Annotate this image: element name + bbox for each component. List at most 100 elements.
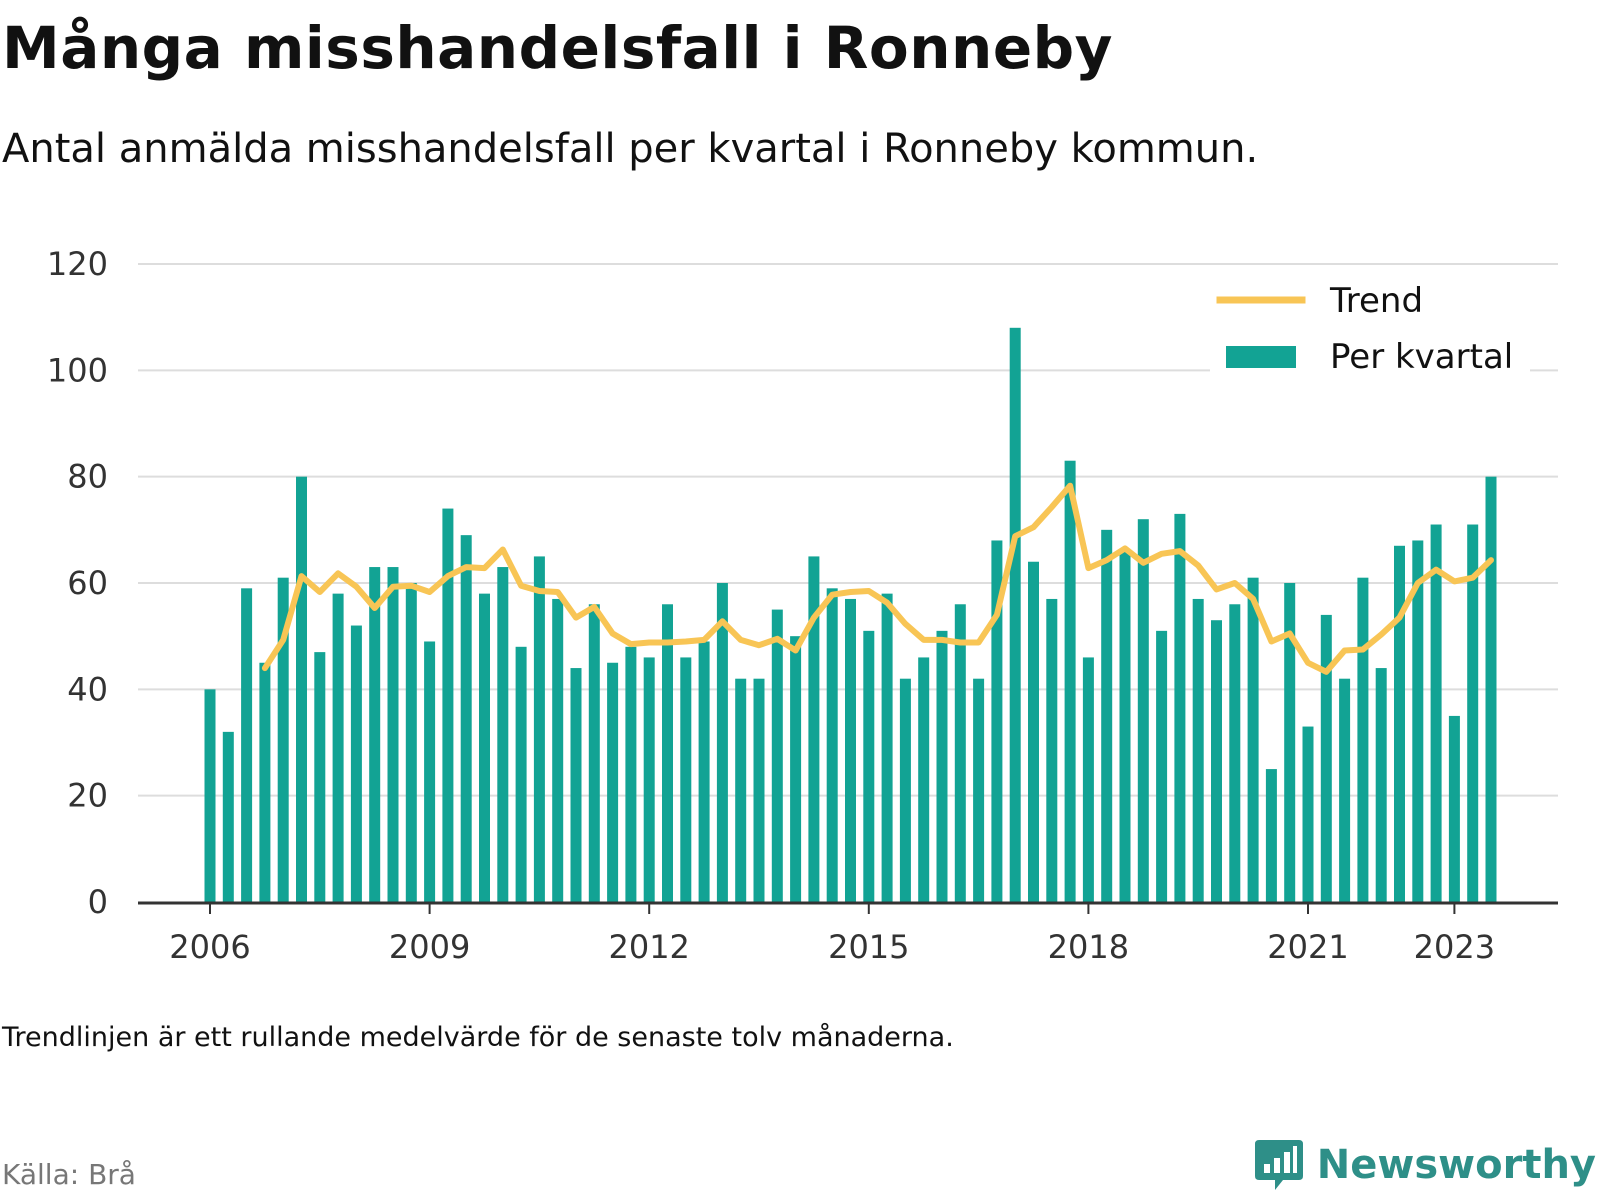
x-tick-label: 2009 bbox=[389, 928, 470, 966]
legend-bar-swatch bbox=[1226, 346, 1296, 368]
legend-trend-label: Trend bbox=[1329, 281, 1423, 321]
bar bbox=[1430, 524, 1442, 902]
bar bbox=[296, 476, 307, 902]
bar bbox=[1339, 678, 1351, 902]
bar bbox=[1137, 519, 1149, 902]
bar bbox=[607, 662, 619, 902]
bar bbox=[845, 598, 856, 902]
y-tick-label: 0 bbox=[88, 883, 108, 921]
bar bbox=[1265, 769, 1277, 902]
newsworthy-logo-icon bbox=[1254, 1140, 1303, 1190]
bar bbox=[881, 593, 893, 902]
bar bbox=[533, 556, 545, 902]
bar bbox=[1284, 583, 1296, 902]
bar-series bbox=[204, 327, 1497, 902]
x-tick-label: 2018 bbox=[1048, 928, 1129, 966]
bar bbox=[1156, 630, 1168, 902]
bar bbox=[735, 678, 747, 902]
y-tick-label: 40 bbox=[67, 670, 108, 708]
trend-line bbox=[261, 482, 1494, 675]
bar-line-chart: 0 20 40 60 80 100 120 2006 2009 2012 2015 2018 2021 2… bbox=[47, 245, 1558, 966]
bar bbox=[826, 588, 838, 902]
bar bbox=[1064, 460, 1076, 902]
bar bbox=[625, 646, 637, 902]
brand-logo: Newsworthy bbox=[1253, 1138, 1596, 1192]
bar bbox=[973, 678, 985, 902]
bar bbox=[662, 604, 673, 902]
bar bbox=[680, 657, 692, 902]
bar bbox=[1247, 577, 1259, 902]
legend-bar-label: Per kvartal bbox=[1330, 337, 1513, 377]
bar bbox=[424, 641, 436, 902]
bar bbox=[369, 567, 381, 902]
bar bbox=[570, 668, 582, 902]
bar bbox=[460, 535, 472, 902]
bar bbox=[497, 567, 509, 902]
bar bbox=[1211, 620, 1222, 902]
bar bbox=[387, 567, 399, 902]
bar bbox=[1357, 577, 1369, 902]
bar bbox=[716, 583, 728, 902]
bar bbox=[1375, 668, 1387, 902]
y-tick-label: 80 bbox=[67, 458, 108, 496]
bar bbox=[1046, 598, 1058, 902]
x-tick-label: 2012 bbox=[608, 928, 689, 966]
bar bbox=[332, 593, 344, 902]
bar bbox=[314, 652, 326, 902]
bar bbox=[1082, 657, 1094, 902]
chart-legend: Trend Per kvartal bbox=[1210, 270, 1530, 377]
x-tick-label: 2021 bbox=[1267, 928, 1348, 966]
bar bbox=[1302, 726, 1314, 902]
bar bbox=[771, 609, 783, 902]
bar bbox=[936, 630, 948, 902]
bar bbox=[515, 646, 527, 902]
brand-name: Newsworthy bbox=[1316, 1142, 1596, 1188]
axes: 0 20 40 60 80 100 120 2006 2009 2012 2015 2018 2021 2… bbox=[47, 245, 1558, 966]
chart-subtitle: Antal anmälda misshandelsfall per kvarta… bbox=[2, 126, 1259, 172]
bar bbox=[1192, 598, 1204, 902]
bar bbox=[588, 604, 600, 902]
bar bbox=[808, 556, 820, 902]
bar bbox=[204, 689, 216, 902]
bar bbox=[1320, 614, 1332, 902]
x-tick-label: 2023 bbox=[1414, 928, 1495, 966]
bar bbox=[479, 593, 490, 902]
trend-series bbox=[261, 482, 1494, 675]
bar bbox=[442, 508, 454, 902]
bar bbox=[918, 657, 930, 902]
y-tick-label: 60 bbox=[67, 564, 108, 602]
source-label: Källa: Brå bbox=[2, 1158, 136, 1191]
bar bbox=[222, 731, 234, 902]
bar bbox=[552, 598, 564, 902]
bar bbox=[790, 636, 802, 902]
bar bbox=[277, 577, 289, 902]
bar bbox=[954, 604, 966, 902]
bar bbox=[1394, 545, 1405, 902]
bar bbox=[1101, 529, 1113, 902]
bar bbox=[1229, 604, 1241, 902]
bar bbox=[643, 657, 655, 902]
bar bbox=[1412, 540, 1424, 902]
bar bbox=[1467, 524, 1479, 902]
chart-title: Många misshandelsfall i Ronneby bbox=[2, 14, 1113, 82]
bar bbox=[1174, 513, 1186, 902]
bar bbox=[1485, 476, 1497, 902]
x-tick-label: 2015 bbox=[828, 928, 909, 966]
bar bbox=[259, 662, 271, 902]
bar bbox=[899, 678, 911, 902]
x-tick-label: 2006 bbox=[169, 928, 250, 966]
bar bbox=[1448, 715, 1460, 902]
y-tick-label: 20 bbox=[67, 777, 108, 815]
bar bbox=[991, 540, 1003, 902]
y-tick-label: 100 bbox=[47, 351, 108, 389]
trend-note: Trendlinjen är ett rullande medelvärde f… bbox=[2, 1022, 954, 1053]
y-tick-label: 120 bbox=[47, 245, 108, 283]
bar bbox=[1028, 561, 1039, 902]
bar bbox=[1009, 327, 1021, 902]
bar bbox=[863, 630, 875, 902]
bar bbox=[753, 678, 765, 902]
bar bbox=[698, 641, 710, 902]
bar bbox=[241, 588, 253, 902]
bar bbox=[1119, 551, 1131, 902]
bar bbox=[350, 625, 362, 902]
